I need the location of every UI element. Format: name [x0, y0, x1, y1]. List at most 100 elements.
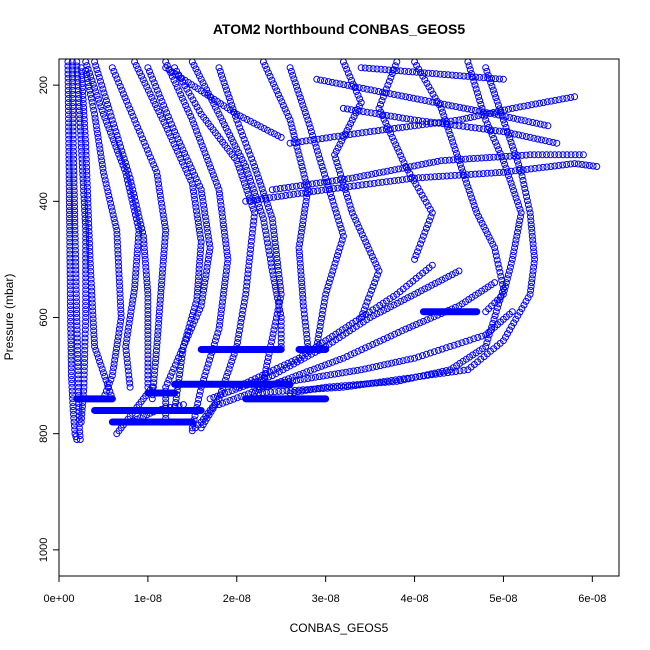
data-point [250, 217, 258, 225]
data-point [163, 109, 171, 117]
data-point [331, 370, 339, 378]
data-point [70, 167, 78, 175]
series [268, 151, 587, 194]
data-point [382, 178, 390, 186]
data-point [397, 67, 405, 75]
data-point [66, 238, 74, 246]
data-point [428, 209, 436, 217]
data-point [251, 189, 259, 197]
data-point [399, 114, 407, 122]
data-point [94, 133, 102, 141]
data-point [79, 100, 87, 107]
data-point [245, 258, 253, 266]
data-point [308, 374, 316, 382]
data-point [116, 321, 124, 329]
data-point [360, 234, 368, 242]
data-point [222, 124, 230, 132]
data-point [240, 159, 248, 167]
data-point [176, 371, 184, 378]
data-point [387, 112, 395, 120]
data-point [195, 273, 203, 281]
data-point [197, 238, 205, 246]
data-point [403, 115, 411, 123]
data-point [139, 232, 147, 240]
data-point [240, 114, 248, 122]
data-point [274, 306, 282, 314]
data-point [230, 395, 238, 403]
data-point [374, 127, 382, 135]
data-point [73, 66, 81, 74]
data-point [288, 358, 296, 366]
data-point [290, 75, 298, 83]
data-point [335, 217, 343, 225]
data-point [369, 306, 377, 314]
data-point [159, 265, 167, 273]
data-point [245, 262, 253, 270]
data-point [155, 108, 163, 116]
data-point [440, 100, 448, 108]
data-point [423, 371, 431, 379]
data-point [243, 143, 251, 151]
data-point [511, 167, 519, 175]
data-point [539, 99, 547, 107]
data-point [108, 132, 116, 140]
data-point [82, 298, 90, 306]
data-point [425, 217, 433, 225]
data-point [375, 267, 383, 275]
data-point [384, 81, 392, 89]
data-point [376, 362, 384, 370]
data-point [191, 123, 199, 131]
data-point [183, 335, 191, 343]
data-point [293, 82, 300, 90]
data-point [213, 333, 221, 341]
data-point [487, 126, 495, 134]
data-point [190, 188, 197, 196]
data-point [222, 267, 230, 275]
data-point [223, 86, 231, 94]
data-point [397, 377, 405, 385]
data-point [448, 271, 456, 279]
data-point [155, 90, 163, 98]
data-point [98, 81, 106, 89]
data-point [134, 242, 142, 250]
data-point [85, 227, 93, 235]
data-point [369, 341, 377, 348]
data-point [78, 84, 86, 92]
data-point [119, 151, 127, 159]
data-point [85, 219, 93, 227]
data-point [382, 126, 390, 133]
data-point [398, 92, 406, 100]
data-point [494, 260, 502, 268]
data-point [300, 181, 308, 189]
data-point [427, 314, 435, 322]
data-point [536, 120, 544, 128]
data-point [363, 298, 371, 306]
data-point [218, 209, 226, 217]
x-tick-label: 2e-08 [223, 593, 251, 605]
data-point [243, 166, 251, 174]
data-point [530, 259, 538, 267]
data-point [296, 236, 304, 244]
data-point [186, 160, 194, 168]
data-point [236, 327, 243, 334]
data-point [523, 165, 531, 173]
data-point [334, 144, 342, 152]
data-point [522, 133, 530, 141]
data-point [499, 168, 507, 176]
data-point [73, 338, 81, 346]
data-point [110, 120, 117, 128]
data-point [518, 151, 526, 159]
data-point [254, 200, 262, 208]
data-point [348, 174, 356, 182]
data-point [73, 298, 80, 306]
data-point [357, 99, 365, 107]
data-point [106, 108, 114, 116]
data-point [144, 343, 152, 351]
data-point [524, 102, 532, 109]
data-point [65, 159, 73, 167]
data-point [536, 99, 544, 107]
data-point [303, 334, 311, 342]
data-point [90, 335, 98, 343]
data-point [169, 124, 177, 132]
series [357, 64, 507, 83]
